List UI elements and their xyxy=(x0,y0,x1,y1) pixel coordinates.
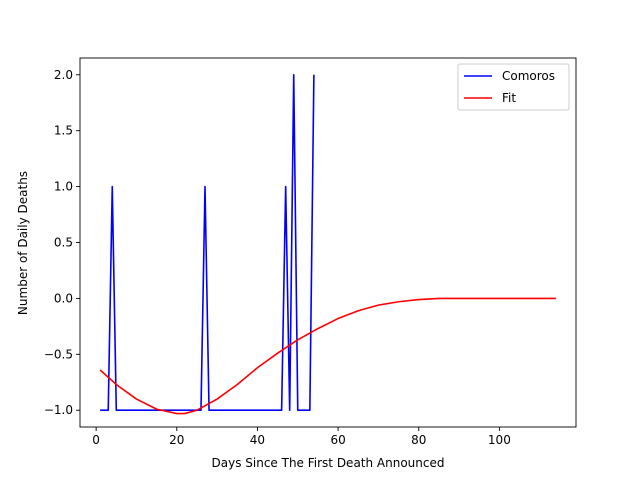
y-tick-label: 1.5 xyxy=(54,124,73,138)
x-tick-label: 80 xyxy=(411,433,426,447)
x-tick-label: 40 xyxy=(250,433,265,447)
legend-label-0: Comoros xyxy=(502,69,555,83)
x-tick-label: 0 xyxy=(92,433,100,447)
y-tick-label: −0.5 xyxy=(44,347,73,361)
y-tick-label: −1.0 xyxy=(44,403,73,417)
series-line-0 xyxy=(100,73,315,412)
x-tick-label: 20 xyxy=(169,433,184,447)
x-tick-label: 60 xyxy=(330,433,345,447)
y-axis-label: Number of Daily Deaths xyxy=(16,171,30,315)
x-axis-label: Days Since The First Death Announced xyxy=(212,456,445,470)
series-line-1 xyxy=(99,297,556,415)
legend: Comoros Fit xyxy=(457,63,570,111)
y-tick-label: 1.0 xyxy=(54,180,73,194)
y-tick-label: 0.5 xyxy=(54,236,73,250)
y-tick-label: 2.0 xyxy=(54,68,73,82)
legend-label-1: Fit xyxy=(502,91,516,105)
x-tick-label: 100 xyxy=(488,433,511,447)
y-tick-label: 0.0 xyxy=(54,291,73,305)
